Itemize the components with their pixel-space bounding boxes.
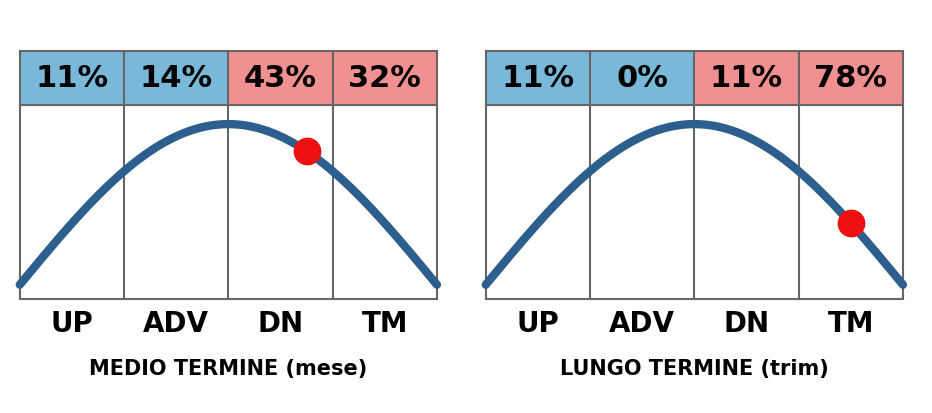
Text: UP: UP	[516, 309, 559, 337]
Text: 14%: 14%	[140, 64, 212, 93]
Bar	[694, 52, 799, 105]
Bar	[486, 52, 590, 105]
Text: 78%: 78%	[815, 64, 887, 93]
Bar	[228, 52, 333, 105]
Bar	[590, 52, 694, 105]
Bar	[20, 105, 437, 299]
Text: 11%: 11%	[35, 64, 108, 93]
Bar	[799, 52, 903, 105]
Text: 11%: 11%	[710, 64, 783, 93]
Bar	[20, 52, 124, 105]
Text: TM: TM	[828, 309, 874, 337]
Text: 32%: 32%	[349, 64, 421, 93]
Bar	[124, 52, 228, 105]
Text: 0%: 0%	[616, 64, 668, 93]
Text: 11%: 11%	[501, 64, 574, 93]
Text: ADV: ADV	[144, 309, 209, 337]
Text: TM: TM	[362, 309, 408, 337]
Bar	[333, 52, 437, 105]
Text: LUNGO TERMINE (trim): LUNGO TERMINE (trim)	[560, 358, 829, 378]
Text: MEDIO TERMINE (mese): MEDIO TERMINE (mese)	[89, 358, 367, 378]
Text: DN: DN	[723, 309, 770, 337]
Text: DN: DN	[257, 309, 304, 337]
Text: UP: UP	[50, 309, 93, 337]
Bar	[486, 105, 903, 299]
Text: 43%: 43%	[244, 64, 317, 93]
Text: ADV: ADV	[610, 309, 675, 337]
